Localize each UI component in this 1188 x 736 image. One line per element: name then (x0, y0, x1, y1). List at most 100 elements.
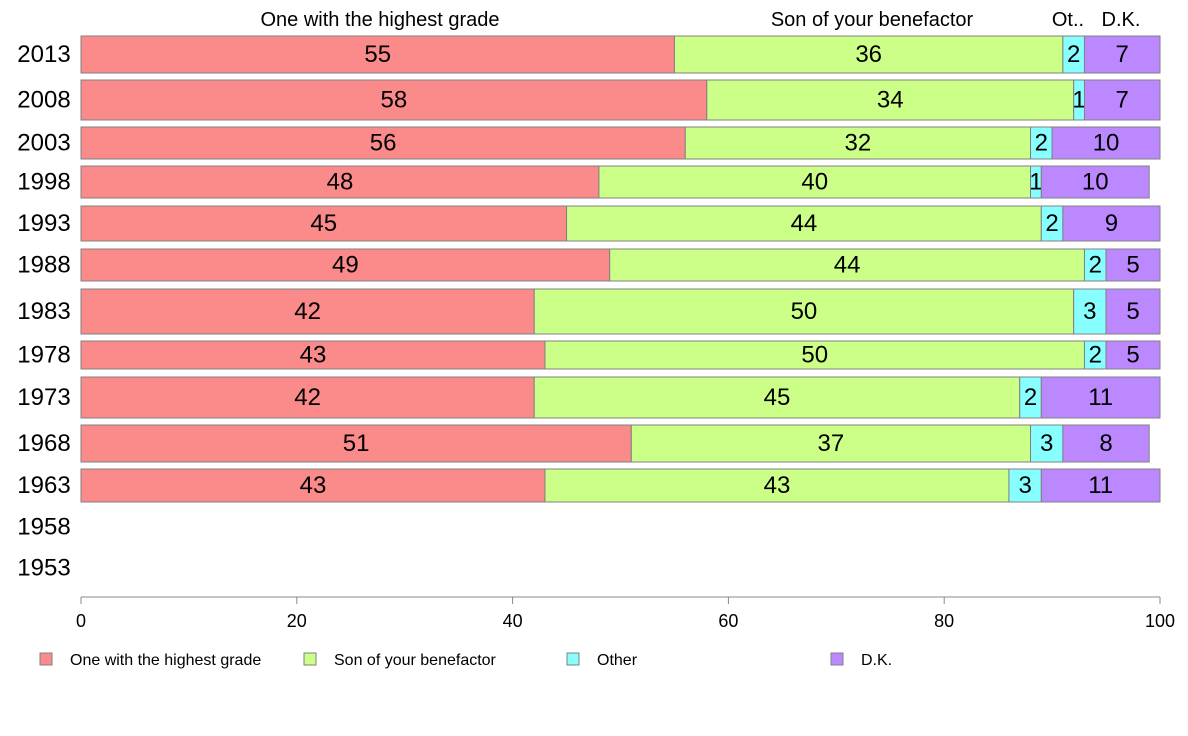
bar-1968-series-2 (630, 424, 1032, 463)
value-label-1998-series-2: 40 (801, 169, 828, 196)
column-header-2: Son of your benefactor (771, 9, 974, 31)
bar-2003-series-4 (1051, 126, 1161, 160)
bar-2013-series-2 (673, 35, 1064, 74)
year-label-1978: 1978 (17, 342, 70, 369)
x-tick-label-0: 0 (76, 611, 86, 631)
legend-swatch-2 (303, 652, 317, 666)
legend: One with the highest grade Son of your be… (39, 652, 892, 669)
value-label-1983-series-1: 42 (294, 298, 321, 325)
value-label-1998-series-3: 1 (1029, 169, 1042, 196)
bar-1988-series-4 (1105, 248, 1161, 282)
x-tick-label-20: 20 (287, 611, 307, 631)
value-label-1978-series-3: 2 (1089, 342, 1102, 369)
bar-1973-series-4 (1040, 376, 1161, 419)
value-label-1968-series-4: 8 (1099, 430, 1112, 457)
value-label-1963-series-2: 43 (764, 472, 791, 499)
value-label-2008-series-1: 58 (381, 87, 408, 114)
x-axis: 0 20 40 60 80 100 (76, 596, 1175, 631)
legend-label-4: D.K. (861, 652, 892, 669)
value-label-1963-series-3: 3 (1018, 472, 1031, 499)
bar-1983-series-3 (1073, 288, 1107, 335)
value-label-1968-series-1: 51 (343, 430, 370, 457)
x-tick-label-100: 100 (1145, 611, 1175, 631)
year-label-1998: 1998 (17, 169, 70, 196)
value-label-1988-series-2: 44 (834, 252, 861, 279)
bar-2008-series-1 (80, 79, 708, 121)
bar-1978-series-1 (80, 340, 546, 370)
year-label-1958: 1958 (17, 514, 70, 541)
year-labels: 2013 2008 2003 1998 1993 1988 1983 1978 1973 1968… (17, 41, 70, 582)
year-label-1963: 1963 (17, 472, 70, 499)
bar-1963-series-4 (1040, 468, 1161, 503)
value-label-1983-series-4: 5 (1126, 298, 1139, 325)
value-label-1988-series-3: 2 (1089, 252, 1102, 279)
value-label-1978-series-1: 43 (300, 342, 327, 369)
bar-1998-series-2 (598, 165, 1032, 199)
value-label-1993-series-3: 2 (1045, 210, 1058, 237)
value-label-1998-series-4: 10 (1082, 169, 1109, 196)
value-label-1978-series-4: 5 (1126, 342, 1139, 369)
value-label-2008-series-3: 1 (1072, 87, 1085, 114)
year-label-1953: 1953 (17, 555, 70, 582)
bar-1998-series-1 (80, 165, 600, 199)
column-headers: One with the highest grade Son of your be… (260, 9, 1140, 31)
value-label-1968-series-2: 37 (818, 430, 845, 457)
bar-2008-series-2 (706, 79, 1075, 121)
year-label-2003: 2003 (17, 130, 70, 157)
column-header-4: D.K. (1102, 9, 1141, 31)
value-label-2008-series-4: 7 (1116, 87, 1129, 114)
value-label-1963-series-4: 11 (1088, 472, 1113, 499)
bar-1963-series-3 (1008, 468, 1042, 503)
value-label-1993-series-1: 45 (310, 210, 337, 237)
bar-1963-series-2 (544, 468, 1010, 503)
year-label-1993: 1993 (17, 210, 70, 237)
value-label-2013-series-2: 36 (855, 41, 882, 68)
bar-2013-series-1 (80, 35, 675, 74)
bar-1973-series-2 (533, 376, 1021, 419)
legend-swatch-1 (39, 652, 53, 666)
bar-1988-series-1 (80, 248, 611, 282)
value-label-1973-series-3: 2 (1024, 384, 1037, 411)
year-label-1983: 1983 (17, 298, 70, 325)
value-label-1998-series-1: 48 (327, 169, 354, 196)
value-label-1968-series-3: 3 (1040, 430, 1053, 457)
year-label-2008: 2008 (17, 87, 70, 114)
bar-1983-series-4 (1105, 288, 1161, 335)
legend-swatch-3 (566, 652, 580, 666)
x-tick-label-80: 80 (934, 611, 954, 631)
bar-1993-series-2 (566, 205, 1042, 242)
value-label-1973-series-2: 45 (764, 384, 791, 411)
bar-2003-series-1 (80, 126, 686, 160)
bar-2003-series-2 (684, 126, 1032, 160)
value-label-1963-series-1: 43 (300, 472, 327, 499)
value-label-1983-series-2: 50 (791, 298, 818, 325)
legend-label-3: Other (597, 652, 638, 669)
bar-1983-series-2 (533, 288, 1075, 335)
value-label-2008-series-2: 34 (877, 87, 904, 114)
bar-1988-series-2 (609, 248, 1085, 282)
bar-1978-series-4 (1105, 340, 1161, 370)
value-label-1973-series-1: 42 (294, 384, 321, 411)
bar-1968-series-3 (1030, 424, 1064, 463)
bar-1973-series-1 (80, 376, 535, 419)
value-label-1993-series-4: 9 (1105, 210, 1118, 237)
bar-1998-series-4 (1040, 165, 1150, 199)
value-label-1988-series-1: 49 (332, 252, 359, 279)
value-label-1978-series-2: 50 (801, 342, 828, 369)
x-tick-label-60: 60 (718, 611, 738, 631)
x-tick-label-40: 40 (503, 611, 523, 631)
bar-2013-series-4 (1083, 35, 1161, 74)
bar-1983-series-1 (80, 288, 535, 335)
legend-swatch-4 (830, 652, 844, 666)
value-label-2003-series-1: 56 (370, 130, 397, 157)
bar-1963-series-1 (80, 468, 546, 503)
column-header-3: Ot.. (1052, 9, 1084, 31)
value-label-2013-series-4: 7 (1116, 41, 1129, 68)
value-label-1993-series-2: 44 (791, 210, 818, 237)
value-label-2013-series-3: 2 (1067, 41, 1080, 68)
year-label-1988: 1988 (17, 252, 70, 279)
legend-label-1: One with the highest grade (70, 652, 261, 669)
value-label-2003-series-3: 2 (1035, 130, 1048, 157)
bar-1993-series-4 (1062, 205, 1161, 242)
